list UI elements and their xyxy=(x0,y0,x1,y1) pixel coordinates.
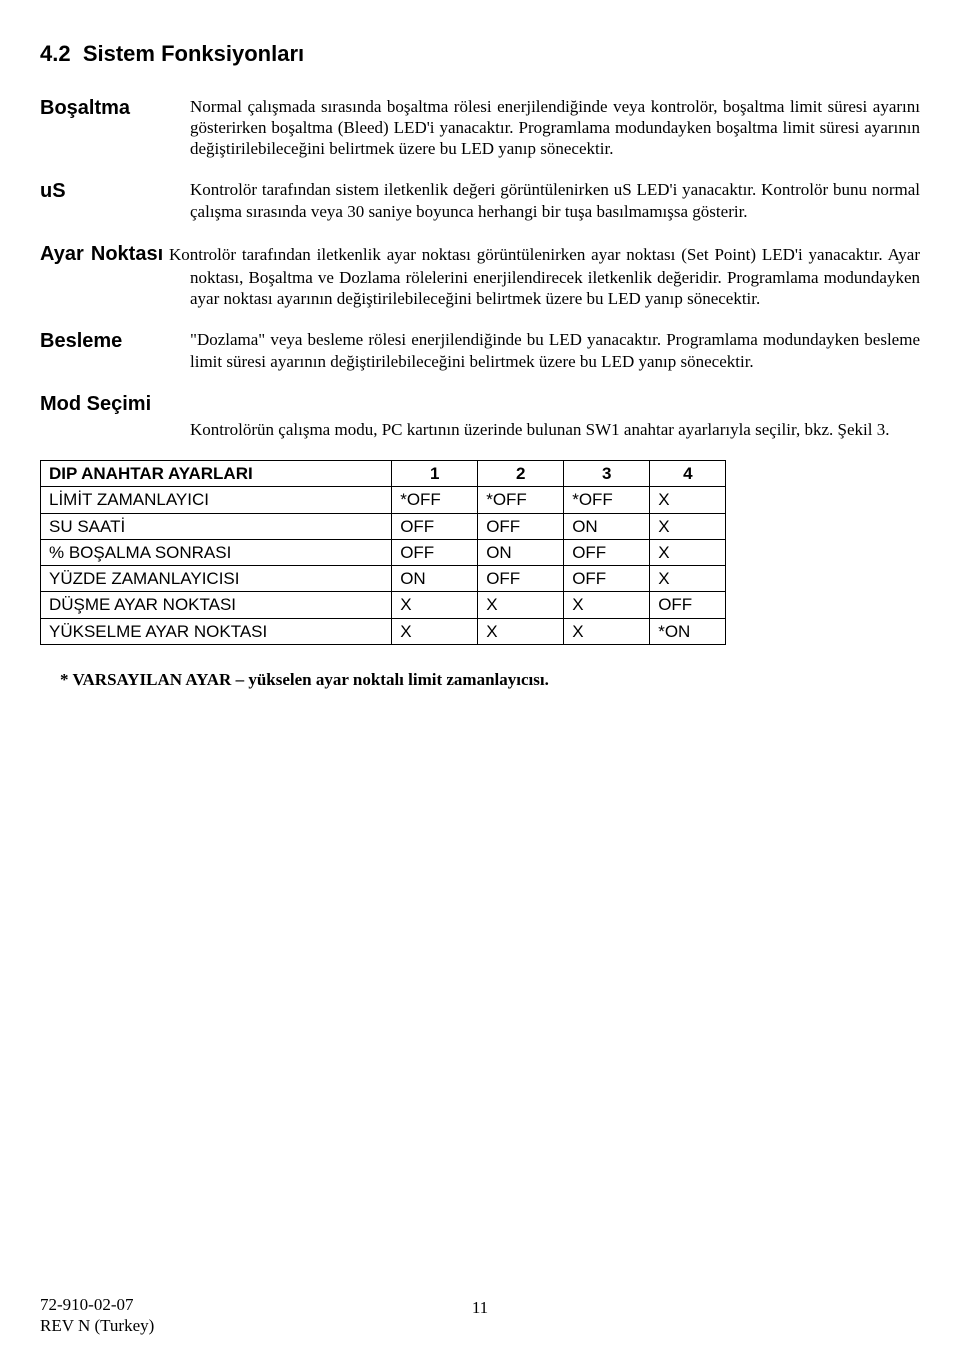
table-cell: *OFF xyxy=(564,487,650,513)
table-row: % BOŞALMA SONRASI OFF ON OFF X xyxy=(41,539,726,565)
table-cell: SU SAATİ xyxy=(41,513,392,539)
entry-mod: Mod Seçimi Kontrolörün çalışma modu, PC … xyxy=(40,392,920,440)
table-cell: % BOŞALMA SONRASI xyxy=(41,539,392,565)
table-cell: X xyxy=(392,592,478,618)
table-row: LİMİT ZAMANLAYICI *OFF *OFF *OFF X xyxy=(41,487,726,513)
table-cell: ON xyxy=(478,539,564,565)
entry-us: uS Kontrolör tarafından sistem iletkenli… xyxy=(40,179,920,222)
table-cell: OFF xyxy=(564,566,650,592)
table-cell: X xyxy=(650,513,726,539)
text-mod: Kontrolörün çalışma modu, PC kartının üz… xyxy=(190,419,920,440)
table-cell: X xyxy=(650,539,726,565)
table-cell: YÜZDE ZAMANLAYICISI xyxy=(41,566,392,592)
table-cell: OFF xyxy=(478,513,564,539)
table-cell: *OFF xyxy=(478,487,564,513)
table-cell: X xyxy=(564,592,650,618)
table-header-row: DIP ANAHTAR AYARLARI 1 2 3 4 xyxy=(41,461,726,487)
table-header-cell: 2 xyxy=(478,461,564,487)
table-row: SU SAATİ OFF OFF ON X xyxy=(41,513,726,539)
table-cell: OFF xyxy=(478,566,564,592)
table-header-cell: 4 xyxy=(650,461,726,487)
label-bosaltma: Boşaltma xyxy=(40,96,130,121)
table-header-cell: 3 xyxy=(564,461,650,487)
text-besleme: "Dozlama" veya besleme rölesi enerjilend… xyxy=(190,329,920,372)
table-cell: OFF xyxy=(564,539,650,565)
entry-ayar: Ayar Noktası Kontrolör tarafından iletke… xyxy=(40,242,920,310)
section-title-text: Sistem Fonksiyonları xyxy=(83,41,304,66)
table-cell: ON xyxy=(392,566,478,592)
table-cell: OFF xyxy=(392,513,478,539)
section-number: 4.2 xyxy=(40,41,71,66)
table-cell: X xyxy=(650,487,726,513)
table-row: YÜZDE ZAMANLAYICISI ON OFF OFF X xyxy=(41,566,726,592)
label-us: uS xyxy=(40,179,66,204)
table-cell: ON xyxy=(564,513,650,539)
text-bosaltma: Normal çalışmada sırasında boşaltma röle… xyxy=(190,96,920,160)
table-cell: OFF xyxy=(650,592,726,618)
text-us: Kontrolör tarafından sistem iletkenlik d… xyxy=(190,179,920,222)
table-row: DÜŞME AYAR NOKTASI X X X OFF xyxy=(41,592,726,618)
footer-block: 72-910-02-07 REV N (Turkey) xyxy=(40,1294,154,1337)
table-cell: X xyxy=(478,618,564,644)
footer-rev: REV N (Turkey) xyxy=(40,1315,154,1336)
footer-doc: 72-910-02-07 xyxy=(40,1294,154,1315)
table-cell: LİMİT ZAMANLAYICI xyxy=(41,487,392,513)
table-cell: X xyxy=(478,592,564,618)
table-cell: OFF xyxy=(392,539,478,565)
table-cell: X xyxy=(564,618,650,644)
table-cell: *OFF xyxy=(392,487,478,513)
table-header-cell: DIP ANAHTAR AYARLARI xyxy=(41,461,392,487)
entry-besleme: Besleme "Dozlama" veya besleme rölesi en… xyxy=(40,329,920,372)
table-cell: YÜKSELME AYAR NOKTASI xyxy=(41,618,392,644)
entry-bosaltma: Boşaltma Normal çalışmada sırasında boşa… xyxy=(40,96,920,160)
dip-switch-table: DIP ANAHTAR AYARLARI 1 2 3 4 LİMİT ZAMAN… xyxy=(40,460,726,645)
table-cell: *ON xyxy=(650,618,726,644)
table-header-cell: 1 xyxy=(392,461,478,487)
table-footnote: * VARSAYILAN AYAR – yükselen ayar noktal… xyxy=(60,669,920,690)
label-besleme: Besleme xyxy=(40,329,122,354)
table-row: YÜKSELME AYAR NOKTASI X X X *ON xyxy=(41,618,726,644)
label-ayar: Ayar Noktası xyxy=(40,243,163,265)
text-ayar: Kontrolör tarafından iletkenlik ayar nok… xyxy=(163,245,920,308)
label-mod: Mod Seçimi xyxy=(40,392,920,417)
section-heading: 4.2 Sistem Fonksiyonları xyxy=(40,40,920,68)
table-cell: X xyxy=(650,566,726,592)
table-cell: X xyxy=(392,618,478,644)
page-number: 11 xyxy=(472,1297,488,1318)
table-cell: DÜŞME AYAR NOKTASI xyxy=(41,592,392,618)
